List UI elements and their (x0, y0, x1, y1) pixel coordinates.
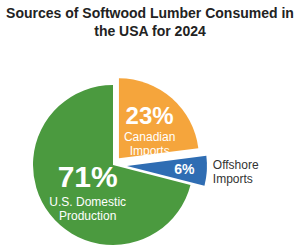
svg-text:71%: 71% (58, 160, 118, 193)
html-text:Sources of Softwood Lumber Con: Sources of Softwood Lumber Consumed in t… (6, 5, 294, 39)
svg-text:U.S. DomesticProduction: U.S. DomesticProduction (49, 195, 126, 223)
svg-text:23%: 23% (126, 102, 174, 129)
svg-text:CanadianImports: CanadianImports (124, 130, 175, 158)
svg-text:6%: 6% (174, 161, 195, 177)
svg-text:OffshoreImports: OffshoreImports (213, 158, 259, 186)
